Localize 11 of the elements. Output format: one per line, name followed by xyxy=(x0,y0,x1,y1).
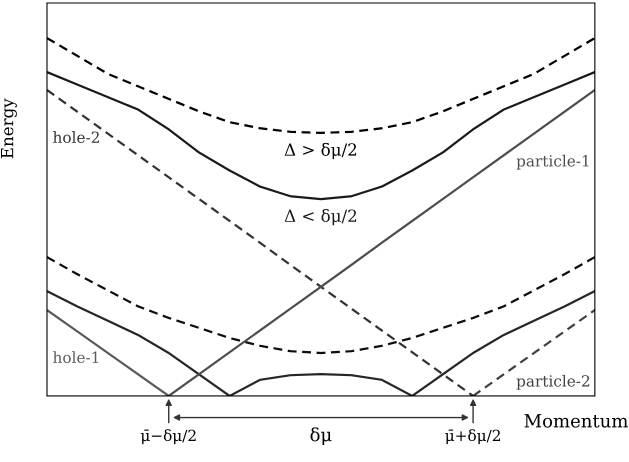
x-tick-label: μ̄−δμ/2 xyxy=(140,429,196,444)
series-label: Δ > δμ/2 xyxy=(284,142,356,160)
text: δμ xyxy=(310,427,332,445)
series-label: particle-1 xyxy=(516,154,589,170)
y-axis-title: Energy xyxy=(1,98,17,158)
series-label: particle-2 xyxy=(516,374,590,390)
series-label: hole-2 xyxy=(53,131,99,144)
series-label: hole-1 xyxy=(53,351,98,364)
x-tick-label: μ̄+δμ/2 xyxy=(445,429,500,444)
series-label: Δ < δμ/2 xyxy=(284,209,356,226)
x-axis-title: Momentum xyxy=(524,414,628,428)
